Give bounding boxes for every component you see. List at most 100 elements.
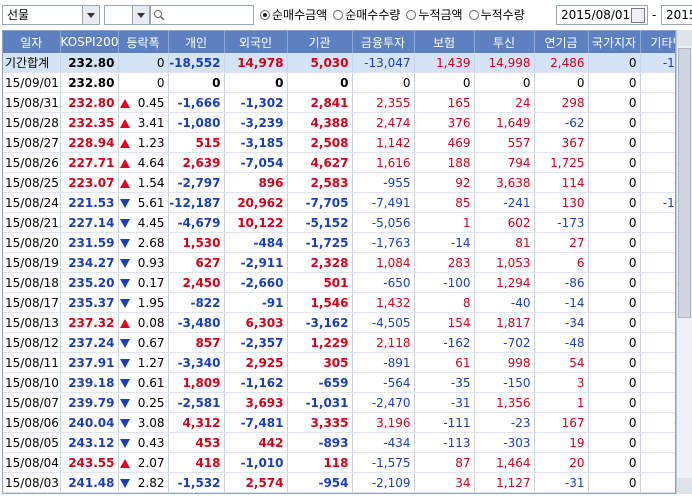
cell-text: -1,302 xyxy=(240,95,284,110)
cell-text: 515 xyxy=(195,135,221,150)
table-cell: 5,030 xyxy=(287,53,353,73)
table-cell: 3,335 xyxy=(287,412,353,433)
cell-text: 15/08/11 xyxy=(5,355,59,370)
table-cell: 0 xyxy=(588,332,641,353)
table-cell: 0.93 xyxy=(118,252,169,273)
table-row: 15/08/18 235.20 0.17 2,450 -2,660 501 -650 -100… xyxy=(3,272,675,293)
cell-text: 15/08/19 xyxy=(5,255,59,270)
dropdown-button[interactable] xyxy=(82,5,100,25)
radio-option[interactable]: 누적금액 xyxy=(406,6,463,23)
radio-dot xyxy=(406,9,417,20)
table-cell: -2,911 xyxy=(224,252,288,273)
table-cell: 4.64 xyxy=(118,152,169,173)
table-cell: 2,639 xyxy=(168,152,225,173)
table-cell: -3,185 xyxy=(224,132,288,153)
table-cell: 367 xyxy=(534,132,589,153)
table-cell: 0 xyxy=(352,72,415,93)
cell-text: -1,031 xyxy=(305,395,349,410)
table-row: 15/08/31 232.80 0.45 -1,666 -1,302 2,841 2,355… xyxy=(3,92,675,113)
calendar-icon[interactable] xyxy=(631,8,645,23)
radio-option[interactable]: 순매수수량 xyxy=(333,6,400,23)
table-cell: 232.80 xyxy=(60,53,119,73)
table-cell: -822 xyxy=(168,292,225,313)
table-cell: -48 xyxy=(534,332,589,353)
table-cell: 794 xyxy=(474,152,535,173)
table-cell: -634 xyxy=(640,292,675,313)
radio-label: 순매수수량 xyxy=(345,8,401,22)
cell-text: 15/08/13 xyxy=(5,315,59,330)
scroll-thumb[interactable] xyxy=(678,48,691,318)
table-cell: -100 xyxy=(414,272,475,293)
cell-text: 81 xyxy=(515,235,531,250)
table-cell: 376 xyxy=(414,112,475,133)
cell-text: 15/08/26 xyxy=(5,155,59,170)
cell-text: 1,084 xyxy=(376,255,411,270)
radio-option[interactable]: 누적수량 xyxy=(468,6,525,23)
table-cell: 0 xyxy=(588,172,641,193)
cell-text: 15/08/03 xyxy=(5,475,59,490)
table-cell: 0 xyxy=(118,53,169,73)
radio-option[interactable]: 순매수금액 xyxy=(260,6,327,23)
search-icon xyxy=(154,10,165,21)
table-cell: 0.17 xyxy=(118,272,169,293)
cell-text: -31 xyxy=(450,395,471,410)
scroll-up[interactable] xyxy=(677,30,692,46)
cell-text: 0 xyxy=(628,415,637,430)
table-cell: 237.24 xyxy=(60,332,119,353)
cell-text: -434 xyxy=(383,435,411,450)
cell-text: 15/08/21 xyxy=(5,215,59,230)
dropdown-button[interactable] xyxy=(132,5,150,25)
date-to[interactable]: 2015/ xyxy=(661,5,692,25)
cell-text: -5,152 xyxy=(305,215,349,230)
table-cell: 1,725 xyxy=(534,152,589,173)
table-cell: -7,481 xyxy=(224,412,288,433)
table-cell: 15/08/26 xyxy=(3,152,61,173)
table-cell: 453 xyxy=(168,432,225,453)
cell-text: 241.48 xyxy=(68,475,115,490)
table-cell: -5,152 xyxy=(287,212,353,233)
table-cell: 5.61 xyxy=(118,192,169,213)
cell-text: -891 xyxy=(383,355,411,370)
scroll-down[interactable] xyxy=(677,478,692,494)
table-cell: -1,455 xyxy=(640,53,675,73)
table-cell: -1,666 xyxy=(168,92,225,113)
cell-text: 4,627 xyxy=(310,155,349,170)
table-cell: 0.25 xyxy=(118,392,169,413)
cell-text: 1,356 xyxy=(496,395,531,410)
cell-text: 15/08/24 xyxy=(5,195,59,210)
table-cell: -2,109 xyxy=(352,472,415,493)
trend-arrow xyxy=(119,118,130,128)
cell-text: -3,239 xyxy=(240,115,284,130)
table-cell: 15/08/19 xyxy=(3,252,61,273)
table-cell: 4,627 xyxy=(287,152,353,173)
cell-text: -14 xyxy=(564,295,585,310)
cell-text: 2,355 xyxy=(376,95,411,110)
date-from[interactable]: 2015/08/01 xyxy=(556,5,648,25)
cell-text: -1,666 xyxy=(177,95,221,110)
search-input[interactable] xyxy=(150,5,254,25)
table-cell: 557 xyxy=(474,132,535,153)
market-select[interactable]: 선물 xyxy=(2,5,84,25)
cell-text: 0 xyxy=(628,335,637,350)
code-select[interactable] xyxy=(104,5,134,25)
cell-text: 130 xyxy=(561,195,585,210)
table-cell: -2,470 xyxy=(352,392,415,413)
table-cell: 243.55 xyxy=(60,452,119,473)
table-cell: 161 xyxy=(640,132,675,153)
cell-text: -62 xyxy=(564,115,585,130)
cell-text: 2,639 xyxy=(182,155,221,170)
cell-text: -3,162 xyxy=(305,315,349,330)
table-cell: 235.20 xyxy=(60,272,119,293)
radio-label: 누적수량 xyxy=(480,8,525,22)
cell-text: 1 xyxy=(576,395,585,410)
table-cell: 0 xyxy=(588,252,641,273)
scrollbar[interactable] xyxy=(676,30,692,494)
cell-text: 1,053 xyxy=(496,255,531,270)
cell-text: 0 xyxy=(628,135,637,150)
table-cell: 501 xyxy=(287,272,353,293)
table-cell: -31 xyxy=(414,392,475,413)
cell-text: 243.55 xyxy=(68,455,115,470)
cell-text: -2,581 xyxy=(177,395,221,410)
table-cell: 14,978 xyxy=(224,53,288,73)
table-cell: 1.27 xyxy=(118,352,169,373)
